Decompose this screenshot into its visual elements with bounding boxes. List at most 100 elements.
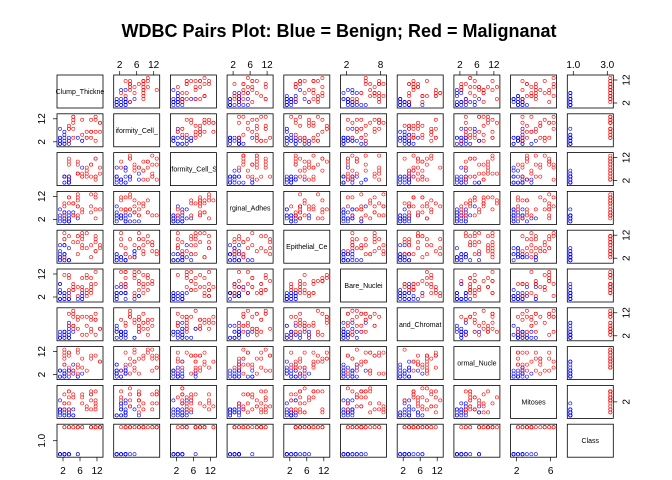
point-benign	[171, 413, 176, 418]
point-malignant	[207, 79, 211, 83]
point-benign	[123, 410, 128, 415]
point-malignant	[551, 126, 556, 131]
point-malignant	[193, 282, 198, 286]
point-benign	[180, 452, 185, 457]
point-malignant	[145, 165, 150, 170]
point-malignant	[481, 171, 486, 176]
point-malignant	[250, 174, 255, 179]
panel-frame	[283, 346, 331, 381]
point-benign	[416, 297, 420, 301]
point-benign	[289, 103, 294, 107]
point-benign	[67, 180, 71, 185]
point-malignant	[542, 153, 547, 158]
point-malignant	[486, 168, 490, 173]
point-benign	[58, 252, 62, 257]
panel-4-6	[396, 229, 444, 264]
point-benign	[171, 294, 176, 298]
point-malignant	[345, 171, 350, 176]
point-malignant	[128, 207, 132, 212]
point-malignant	[311, 359, 316, 364]
point-benign	[568, 401, 573, 406]
point-malignant	[494, 171, 499, 176]
point-malignant	[486, 234, 490, 239]
point-malignant	[368, 368, 373, 373]
panel-frame	[340, 229, 387, 264]
point-benign	[402, 258, 407, 263]
point-benign	[407, 258, 412, 263]
point-malignant	[250, 85, 255, 89]
point-malignant	[98, 171, 102, 176]
point-malignant	[463, 82, 468, 86]
point-malignant	[529, 114, 534, 119]
point-malignant	[89, 407, 94, 412]
point-benign	[114, 335, 119, 340]
point-malignant	[241, 314, 246, 319]
point-malignant	[377, 82, 382, 86]
point-malignant	[62, 425, 67, 430]
point-benign	[237, 243, 241, 248]
point-malignant	[420, 210, 425, 215]
panel-frame	[283, 423, 331, 458]
panel-5-4	[283, 268, 331, 303]
panel-4-4: Epithelial_Ce	[283, 229, 331, 264]
point-benign	[228, 252, 233, 257]
point-benign	[58, 452, 62, 457]
point-benign	[123, 165, 128, 170]
point-malignant	[193, 392, 198, 397]
point-malignant	[254, 398, 259, 403]
point-malignant	[377, 314, 382, 319]
point-malignant	[350, 135, 355, 140]
point-malignant	[468, 243, 473, 248]
point-malignant	[542, 135, 547, 140]
point-malignant	[241, 132, 246, 137]
point-benign	[407, 452, 412, 457]
point-benign	[123, 258, 128, 263]
point-benign	[354, 335, 359, 340]
point-malignant	[136, 392, 141, 397]
point-benign	[407, 359, 412, 364]
point-malignant	[533, 91, 538, 95]
point-malignant	[420, 425, 425, 430]
point-malignant	[345, 156, 350, 161]
panel-6-5	[340, 307, 387, 342]
point-benign	[71, 362, 76, 367]
bottom-tick-label: 2	[514, 466, 520, 477]
point-malignant	[354, 237, 359, 242]
point-malignant	[245, 401, 250, 406]
point-malignant	[241, 240, 246, 245]
point-malignant	[67, 273, 71, 277]
point-malignant	[429, 198, 434, 203]
point-benign	[67, 258, 71, 263]
point-malignant	[359, 329, 364, 334]
point-malignant	[298, 210, 303, 215]
panel-8-1	[113, 384, 161, 419]
point-benign	[136, 177, 141, 182]
panel-frame	[113, 384, 161, 419]
panel-frame	[226, 229, 274, 264]
point-benign	[250, 452, 255, 457]
point-malignant	[141, 243, 146, 248]
point-malignant	[259, 401, 264, 406]
point-benign	[468, 141, 473, 146]
point-malignant	[259, 114, 264, 119]
point-benign	[123, 219, 128, 224]
point-benign	[245, 258, 250, 263]
point-malignant	[368, 120, 373, 125]
point-malignant	[189, 288, 194, 292]
point-malignant	[62, 401, 67, 406]
point-malignant	[175, 207, 180, 212]
point-malignant	[429, 404, 434, 409]
left-tick-label: 2	[37, 294, 48, 300]
point-benign	[62, 180, 67, 185]
point-malignant	[89, 204, 94, 209]
point-malignant	[232, 425, 237, 430]
point-malignant	[302, 365, 307, 370]
point-benign	[516, 335, 520, 340]
point-malignant	[289, 362, 294, 367]
point-benign	[180, 332, 185, 337]
point-benign	[67, 219, 71, 224]
point-benign	[516, 297, 520, 301]
point-benign	[350, 374, 355, 379]
point-malignant	[67, 425, 71, 430]
point-malignant	[420, 177, 425, 182]
